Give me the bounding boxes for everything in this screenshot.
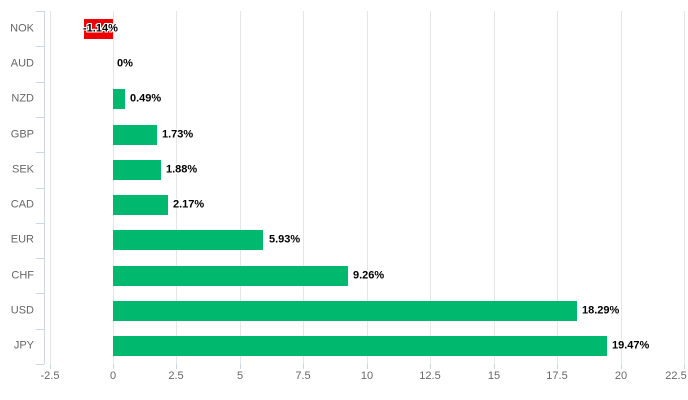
bar-value-label-cad: 2.17% (173, 198, 205, 211)
bar-value-label-sek: 1.88% (166, 163, 198, 176)
y-axis-line (44, 11, 45, 364)
bar-jpy[interactable] (113, 336, 607, 356)
bar-value-label-gbp: 1.73% (162, 128, 194, 141)
bar-value-label-jpy: 19.47% (612, 339, 650, 352)
bar-value-label-nok: -1.14% (83, 22, 118, 35)
x-axis-tick (494, 364, 495, 369)
y-axis-tick (36, 329, 44, 330)
x-axis-tick (684, 364, 685, 369)
category-label-jpy: JPY (13, 339, 34, 352)
category-label-gbp: GBP (10, 128, 34, 141)
gridline (367, 11, 368, 364)
x-axis-tick-label: 5 (236, 370, 244, 382)
bar-value-label-usd: 18.29% (582, 304, 620, 317)
bar-sek[interactable] (113, 160, 161, 180)
y-axis-tick (36, 188, 44, 189)
x-axis-tick (303, 364, 304, 369)
gridline (240, 11, 241, 364)
gridline (113, 11, 114, 364)
x-axis-tick (430, 364, 431, 369)
bar-chf[interactable] (113, 266, 348, 286)
category-label-chf: CHF (11, 269, 34, 282)
x-axis-tick-label: 15 (487, 370, 501, 382)
y-axis-tick (36, 46, 44, 47)
x-axis-tick-label: 12.5 (419, 370, 441, 382)
category-label-usd: USD (10, 304, 34, 317)
gridline (684, 11, 685, 364)
bar-cad[interactable] (113, 195, 168, 215)
y-axis-tick (36, 293, 44, 294)
x-axis-tick-label: 22.5 (665, 370, 687, 382)
category-label-aud: AUD (10, 57, 34, 70)
bar-eur[interactable] (113, 230, 263, 250)
x-axis-tick (113, 364, 114, 369)
gridline (621, 11, 622, 364)
x-axis-tick-label: 10 (360, 370, 374, 382)
gridline (50, 11, 51, 364)
category-label-cad: CAD (10, 198, 34, 211)
gridline (557, 11, 558, 364)
bar-nok[interactable] (84, 19, 113, 39)
bar-value-label-nzd: 0.49% (130, 92, 162, 105)
gridline (176, 11, 177, 364)
category-label-nzd: NZD (11, 92, 34, 105)
y-axis-tick (36, 258, 44, 259)
y-axis-tick (36, 364, 44, 365)
x-axis-tick-label: 0 (109, 370, 117, 382)
category-label-eur: EUR (10, 233, 34, 246)
bar-usd[interactable] (113, 301, 577, 321)
gridline (303, 11, 304, 364)
y-axis-tick (36, 82, 44, 83)
bar-value-label-aud: 0% (117, 57, 133, 70)
gridline (494, 11, 495, 364)
x-axis-tick (557, 364, 558, 369)
x-axis-tick-label: 2.5 (168, 370, 184, 382)
bar-value-label-eur: 5.93% (269, 233, 301, 246)
x-axis-tick (240, 364, 241, 369)
x-axis-tick-label: 17.5 (546, 370, 568, 382)
x-axis-tick (50, 364, 51, 369)
category-label-nok: NOK (10, 22, 34, 35)
bar-gbp[interactable] (113, 125, 157, 145)
category-label-sek: SEK (11, 163, 34, 176)
x-axis-tick-label: -2.5 (40, 370, 60, 382)
x-axis-tick (367, 364, 368, 369)
bar-value-label-chf: 9.26% (353, 269, 385, 282)
bar-nzd[interactable] (113, 89, 125, 109)
y-axis-tick (36, 223, 44, 224)
x-axis-tick (621, 364, 622, 369)
x-axis-tick-label: 20 (614, 370, 628, 382)
y-axis-tick (36, 152, 44, 153)
x-axis-tick (176, 364, 177, 369)
y-axis-tick (36, 11, 44, 12)
x-axis-tick-label: 7.5 (295, 370, 311, 382)
gridline (430, 11, 431, 364)
y-axis-tick (36, 117, 44, 118)
